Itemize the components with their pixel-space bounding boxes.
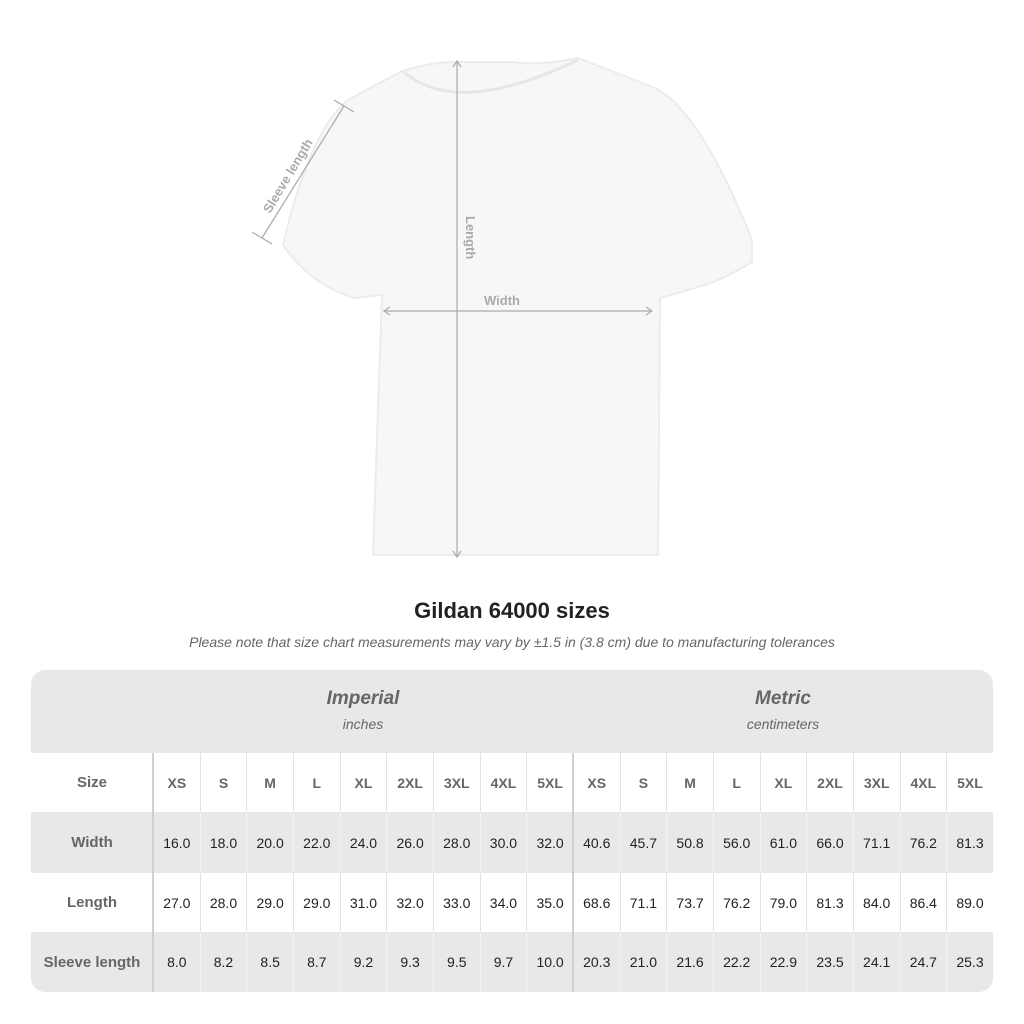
row-label: Sleeve length [43, 953, 141, 971]
value-cell: 29.0 [292, 873, 340, 932]
metric-title: Metric [755, 688, 811, 709]
metric-unit: centimeters [746, 716, 820, 732]
value-cell: 29.0 [246, 873, 293, 932]
length-label: Length [463, 216, 478, 259]
size-header-cell: S [619, 753, 667, 812]
tshirt-illustration [281, 56, 753, 556]
size-header-cell: 4XL [899, 753, 947, 812]
tshirt-diagram: Sleeve length Length Width [251, 56, 753, 559]
size-header-cell: XS [572, 753, 620, 812]
value-cell: 35.0 [526, 873, 573, 932]
size-header-cell: 3XL [432, 753, 480, 812]
value-cell: 24.1 [852, 932, 900, 992]
size-table: Imperial inches Metric centimeters Size … [31, 670, 993, 992]
metric-header: Metric centimeters [573, 670, 993, 753]
value-cell: 8.7 [292, 932, 340, 992]
size-header-cell: L [712, 753, 760, 812]
value-cell: 40.6 [572, 812, 620, 873]
value-cell: 16.0 [153, 812, 200, 873]
value-cell: 25.3 [946, 932, 993, 992]
value-cell: 9.2 [339, 932, 387, 992]
imperial-title: Imperial [326, 688, 400, 709]
value-cell: 81.3 [806, 873, 853, 932]
page-title: Gildan 64000 sizes [414, 598, 610, 623]
size-header-cell: M [666, 753, 713, 812]
value-cell: 28.0 [432, 812, 480, 873]
value-cell: 22.2 [712, 932, 760, 992]
value-cell: 81.3 [946, 812, 993, 873]
size-header-cell: 2XL [806, 753, 853, 812]
size-header-cell: S [199, 753, 247, 812]
size-header-cell: 4XL [479, 753, 527, 812]
value-cell: 86.4 [899, 873, 947, 932]
value-cell: 9.5 [432, 932, 480, 992]
value-cell: 56.0 [712, 812, 760, 873]
unit-divider [572, 753, 574, 992]
value-cell: 8.5 [246, 932, 293, 992]
table-row: Sleeve length 8.0 8.2 8.5 8.7 9.2 9.3 9.5 9.7 10… [31, 932, 993, 992]
value-cell: 89.0 [946, 873, 993, 932]
value-cell: 9.3 [386, 932, 433, 992]
sleeve-measure-line [261, 105, 345, 239]
value-cell: 28.0 [199, 873, 247, 932]
collar [403, 58, 579, 94]
value-cell: 10.0 [526, 932, 573, 992]
width-label: Width [484, 293, 520, 308]
imperial-header: Imperial inches [153, 670, 573, 753]
value-cell: 79.0 [759, 873, 807, 932]
value-cell: 33.0 [432, 873, 480, 932]
value-cell: 24.7 [899, 932, 947, 992]
value-cell: 61.0 [759, 812, 807, 873]
column-divider [152, 753, 154, 992]
table-row: Width 16.0 18.0 20.0 22.0 24.0 26.0 28.0 30.0 32… [31, 812, 993, 873]
value-cell: 22.0 [292, 812, 340, 873]
row-label: Width [71, 834, 113, 851]
imperial-unit: inches [342, 716, 384, 732]
value-cell: 31.0 [339, 873, 387, 932]
value-cell: 20.3 [572, 932, 620, 992]
value-cell: 21.6 [666, 932, 713, 992]
value-cell: 73.7 [666, 873, 713, 932]
value-cell: 32.0 [526, 812, 573, 873]
size-label: Size [76, 774, 107, 791]
size-header-cell: XS [153, 753, 200, 812]
value-cell: 20.0 [246, 812, 293, 873]
value-cell: 45.7 [619, 812, 667, 873]
row-label: Length [67, 894, 117, 911]
value-cell: 84.0 [852, 873, 900, 932]
value-cell: 9.7 [479, 932, 527, 992]
value-cell: 18.0 [199, 812, 247, 873]
size-header-cell: 3XL [852, 753, 900, 812]
size-header-cell: L [292, 753, 340, 812]
value-cell: 30.0 [479, 812, 527, 873]
size-header-cell: M [246, 753, 293, 812]
value-cell: 71.1 [852, 812, 900, 873]
size-header-cell: 2XL [386, 753, 433, 812]
value-cell: 68.6 [572, 873, 620, 932]
value-cell: 26.0 [386, 812, 433, 873]
table-row: Length 27.0 28.0 29.0 29.0 31.0 32.0 33.0 34.0 3… [31, 873, 993, 932]
value-cell: 50.8 [666, 812, 713, 873]
value-cell: 66.0 [806, 812, 853, 873]
size-header-cell: 5XL [946, 753, 993, 812]
value-cell: 21.0 [619, 932, 667, 992]
value-cell: 76.2 [899, 812, 947, 873]
value-cell: 71.1 [619, 873, 667, 932]
value-cell: 22.9 [759, 932, 807, 992]
size-header-cell: 5XL [526, 753, 573, 812]
value-cell: 24.0 [339, 812, 387, 873]
tolerance-note: Please note that size chart measurements… [189, 634, 835, 650]
value-cell: 8.2 [199, 932, 247, 992]
size-row: Size XS S M L XL 2XL 3XL 4XL 5XL XS S M L XL 2XL 3XL 4XL… [31, 753, 993, 812]
size-header-cell: XL [339, 753, 387, 812]
value-cell: 23.5 [806, 932, 853, 992]
value-cell: 76.2 [712, 873, 760, 932]
size-header-cell: XL [759, 753, 807, 812]
value-cell: 32.0 [386, 873, 433, 932]
value-cell: 34.0 [479, 873, 527, 932]
value-cell: 8.0 [153, 932, 200, 992]
value-cell: 27.0 [153, 873, 200, 932]
